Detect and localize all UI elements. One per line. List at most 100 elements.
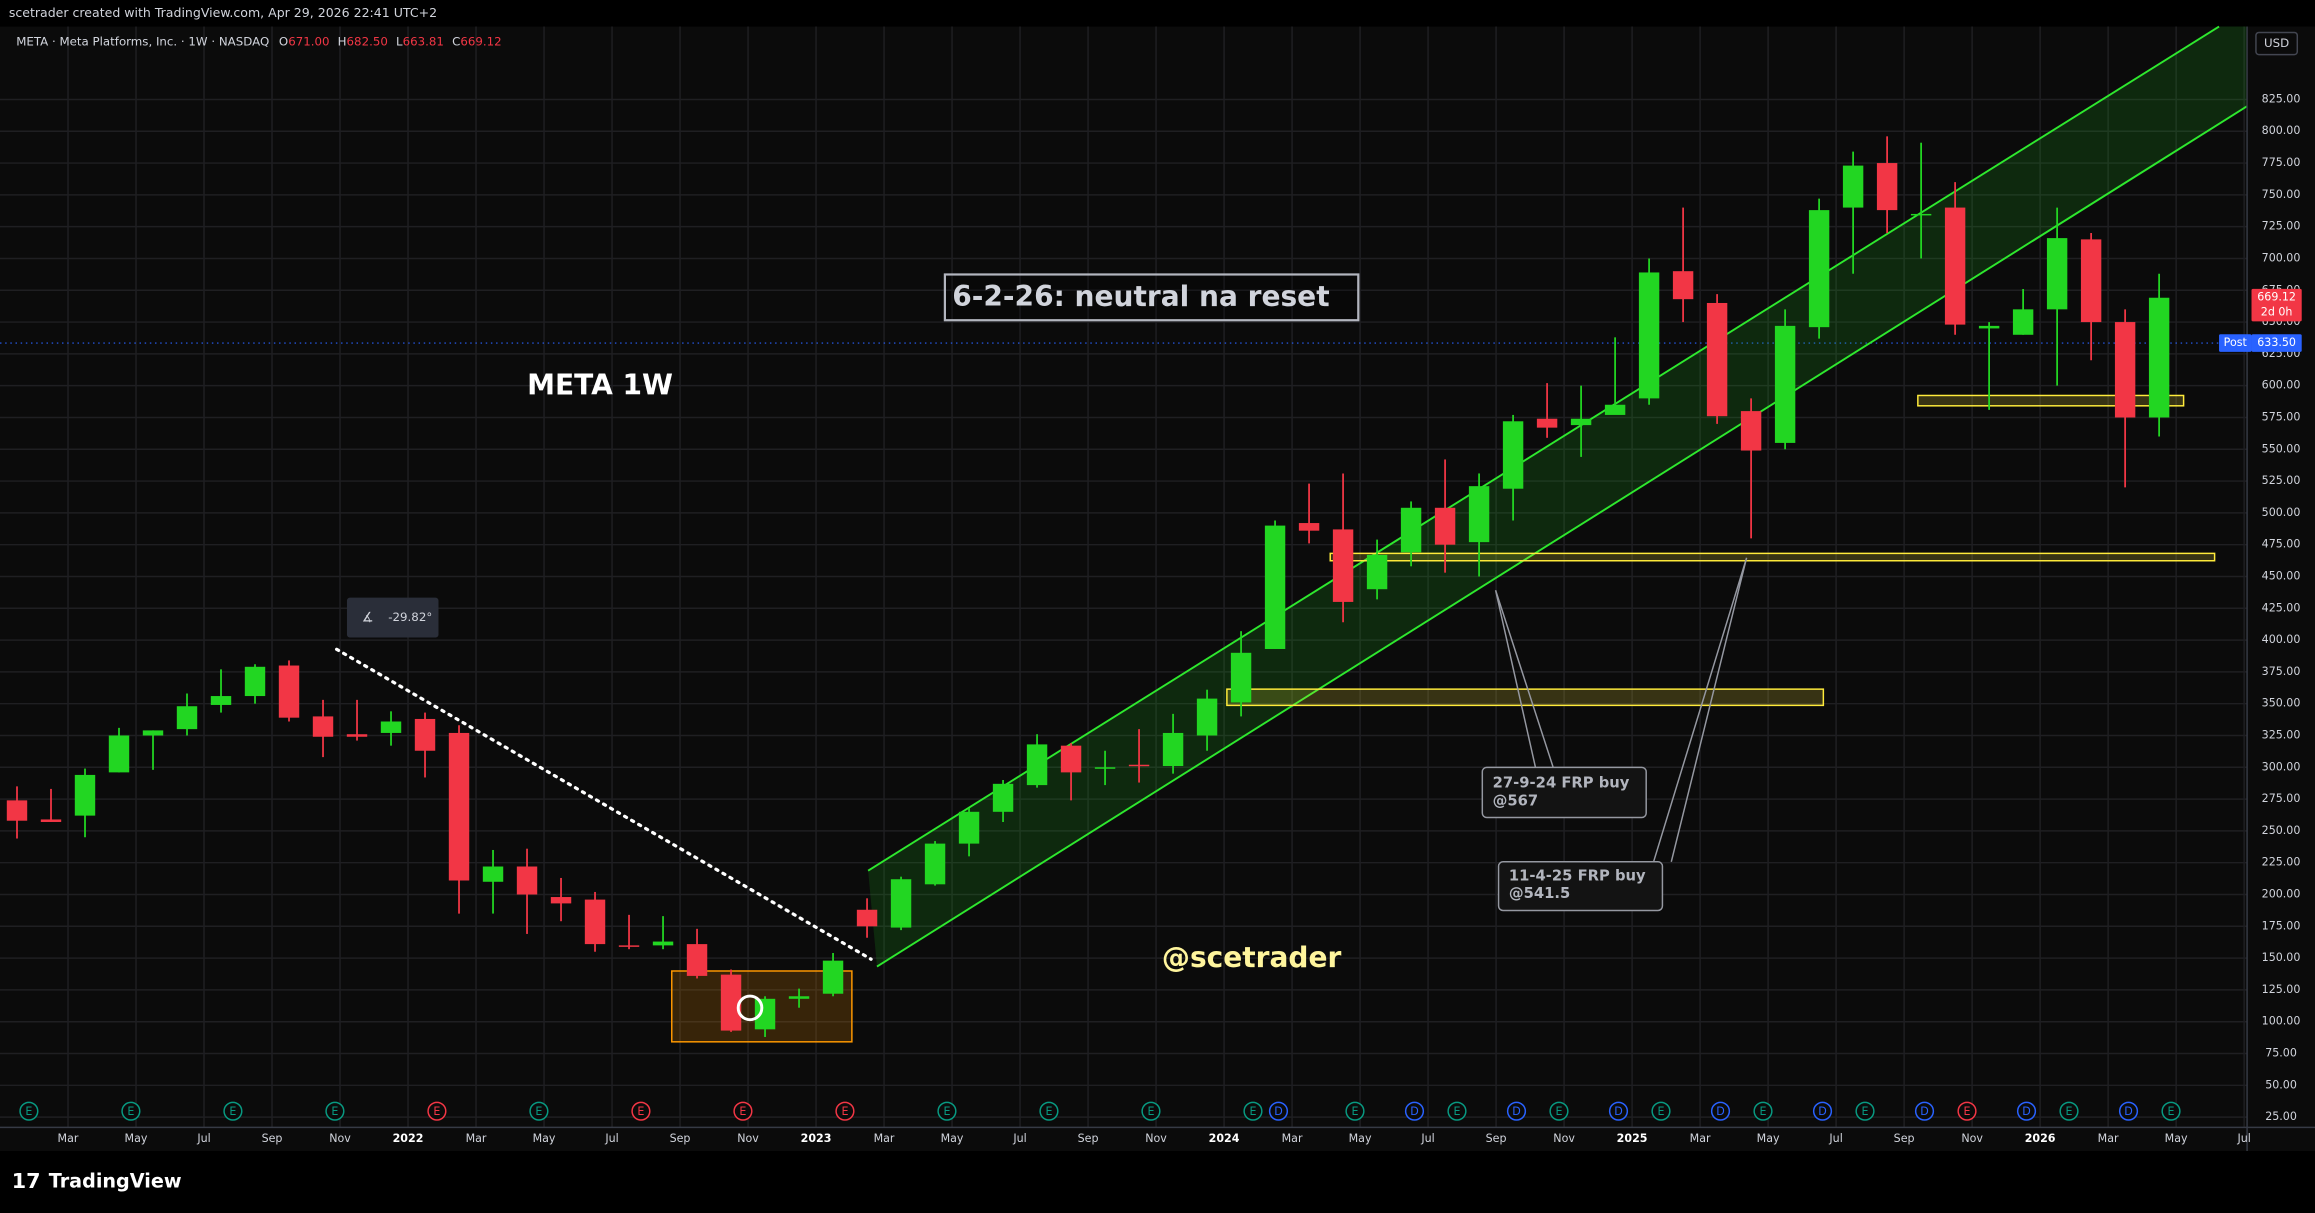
event-marker[interactable] bbox=[1243, 1101, 1263, 1121]
y-tick-label: 500.00 bbox=[2262, 506, 2301, 519]
event-label[interactable]: E bbox=[1964, 1105, 1971, 1118]
event-label[interactable]: E bbox=[1657, 1105, 1664, 1118]
candle-body bbox=[1366, 554, 1388, 590]
event-marker[interactable] bbox=[1345, 1101, 1365, 1121]
candle-body bbox=[2148, 297, 2170, 418]
event-label[interactable]: D bbox=[1410, 1105, 1419, 1118]
event-label[interactable]: E bbox=[229, 1105, 236, 1118]
event-marker[interactable] bbox=[1141, 1101, 1161, 1121]
x-tick-label: Jul bbox=[196, 1132, 210, 1145]
event-label[interactable]: E bbox=[2168, 1105, 2175, 1118]
event-label[interactable]: E bbox=[1555, 1105, 1562, 1118]
brand-icon: 𝟭𝟳 bbox=[12, 1169, 41, 1193]
event-marker[interactable] bbox=[1608, 1101, 1629, 1121]
price-axis bbox=[2247, 26, 2315, 1152]
event-marker[interactable] bbox=[1039, 1101, 1059, 1121]
candle-body bbox=[1536, 418, 1558, 428]
currency[interactable]: USD bbox=[2264, 36, 2289, 50]
event-marker[interactable] bbox=[427, 1101, 447, 1121]
event-label[interactable]: D bbox=[2124, 1105, 2133, 1118]
event-label[interactable]: E bbox=[1351, 1105, 1358, 1118]
event-marker[interactable] bbox=[937, 1101, 957, 1121]
candle-body bbox=[516, 866, 538, 895]
candle-body bbox=[2012, 309, 2034, 335]
event-label[interactable]: E bbox=[25, 1105, 32, 1118]
event-marker[interactable] bbox=[529, 1101, 549, 1121]
event-label[interactable]: E bbox=[1453, 1105, 1460, 1118]
event-label[interactable]: D bbox=[1614, 1105, 1623, 1118]
post-price-box bbox=[2251, 334, 2302, 352]
x-tick-label: May bbox=[533, 1132, 556, 1145]
event-label[interactable]: E bbox=[637, 1105, 644, 1118]
x-tick-label: Nov bbox=[1145, 1132, 1167, 1145]
event-marker[interactable] bbox=[1710, 1101, 1731, 1121]
event-label[interactable]: D bbox=[1920, 1105, 1929, 1118]
y-tick-label: 600.00 bbox=[2262, 379, 2301, 392]
event-marker[interactable] bbox=[1812, 1101, 1833, 1121]
currency-box[interactable] bbox=[2255, 31, 2299, 56]
candle-body bbox=[74, 774, 96, 816]
event-label[interactable]: E bbox=[535, 1105, 542, 1118]
event-marker[interactable] bbox=[1404, 1101, 1425, 1121]
x-tick-label: 2024 bbox=[1209, 1132, 1240, 1145]
candle-body bbox=[1774, 325, 1796, 443]
callout-line: @567 bbox=[1493, 792, 1539, 809]
candle-body bbox=[482, 866, 504, 882]
event-marker[interactable] bbox=[1914, 1101, 1935, 1121]
event-marker[interactable] bbox=[631, 1101, 651, 1121]
event-label[interactable]: E bbox=[1045, 1105, 1052, 1118]
event-label[interactable]: E bbox=[943, 1105, 950, 1118]
event-marker[interactable] bbox=[835, 1101, 855, 1121]
event-label[interactable]: E bbox=[1249, 1105, 1256, 1118]
yellow-zone bbox=[1329, 552, 2216, 562]
event-label[interactable]: D bbox=[1274, 1105, 1283, 1118]
event-marker[interactable] bbox=[121, 1101, 141, 1121]
candle-body bbox=[550, 897, 572, 904]
last-price-label: 669.12 bbox=[2257, 291, 2296, 304]
event-label[interactable]: E bbox=[2066, 1105, 2073, 1118]
event-marker[interactable] bbox=[2118, 1101, 2139, 1121]
event-label[interactable]: E bbox=[1760, 1105, 1767, 1118]
ohlc-value: 669.12 bbox=[460, 34, 501, 48]
candle-body bbox=[1026, 744, 1048, 786]
event-marker[interactable] bbox=[2161, 1101, 2181, 1121]
x-tick-label: Mar bbox=[466, 1132, 487, 1145]
event-label[interactable]: D bbox=[1818, 1105, 1827, 1118]
candle-body bbox=[108, 735, 130, 773]
event-marker[interactable] bbox=[1855, 1101, 1875, 1121]
event-label[interactable]: E bbox=[1862, 1105, 1869, 1118]
event-label[interactable]: E bbox=[739, 1105, 746, 1118]
event-label[interactable]: D bbox=[2022, 1105, 2031, 1118]
event-label[interactable]: E bbox=[433, 1105, 440, 1118]
y-tick-label: 50.00 bbox=[2265, 1078, 2297, 1091]
event-marker[interactable] bbox=[1753, 1101, 1773, 1121]
event-marker[interactable] bbox=[1447, 1101, 1467, 1121]
note-box bbox=[943, 273, 1360, 322]
event-marker[interactable] bbox=[733, 1101, 753, 1121]
event-marker[interactable] bbox=[1957, 1101, 1977, 1121]
event-marker[interactable] bbox=[1651, 1101, 1671, 1121]
y-tick-label: 300.00 bbox=[2262, 760, 2301, 773]
event-marker[interactable] bbox=[19, 1101, 39, 1121]
highlight-circle bbox=[736, 994, 764, 1022]
event-label[interactable]: E bbox=[1147, 1105, 1154, 1118]
y-tick-label: 700.00 bbox=[2262, 251, 2301, 264]
event-marker[interactable] bbox=[2016, 1101, 2037, 1121]
event-marker[interactable] bbox=[1549, 1101, 1569, 1121]
event-marker[interactable] bbox=[2059, 1101, 2079, 1121]
event-label[interactable]: E bbox=[127, 1105, 134, 1118]
x-tick-label: 2022 bbox=[393, 1132, 424, 1145]
event-marker[interactable] bbox=[1268, 1101, 1289, 1121]
event-label[interactable]: E bbox=[841, 1105, 848, 1118]
event-marker[interactable] bbox=[325, 1101, 345, 1121]
event-label[interactable]: D bbox=[1512, 1105, 1521, 1118]
event-marker[interactable] bbox=[1506, 1101, 1527, 1121]
event-label[interactable]: E bbox=[331, 1105, 338, 1118]
event-marker[interactable] bbox=[223, 1101, 243, 1121]
note-text: 6-2-26: neutral na reset bbox=[952, 280, 1329, 313]
event-label[interactable]: D bbox=[1716, 1105, 1725, 1118]
y-tick-label: 25.00 bbox=[2265, 1110, 2297, 1123]
post-name: Post bbox=[2224, 336, 2248, 349]
